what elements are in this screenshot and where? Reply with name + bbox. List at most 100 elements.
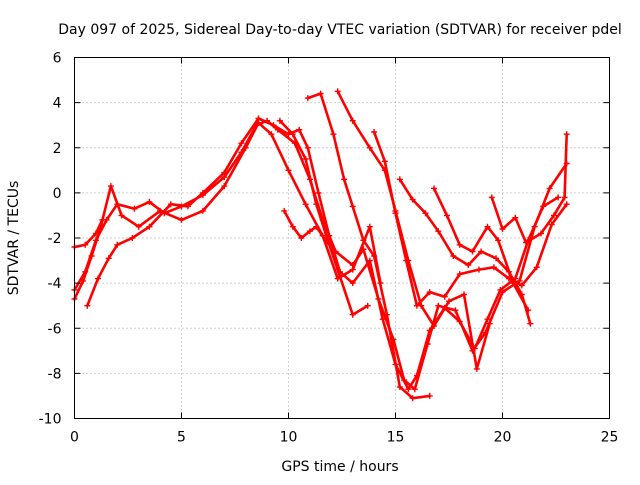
data-point (396, 383, 403, 390)
y-tick-label: -4 (48, 276, 62, 292)
data-point (441, 293, 448, 300)
data-point (313, 223, 320, 230)
data-point (409, 395, 416, 402)
y-tick-label: -6 (48, 321, 62, 337)
data-point (431, 185, 437, 192)
data-point (405, 386, 412, 393)
data-point (555, 194, 562, 201)
data-point (313, 201, 320, 208)
series-track-2 (71, 117, 570, 393)
data-point (167, 201, 174, 208)
data-point (349, 262, 356, 269)
axis-ticks: 0 5 10 15 20 25 -10 -8 -6 -4 -2 0 2 4 6 (39, 51, 619, 446)
y-tick-label: 2 (53, 141, 62, 157)
data-point (129, 235, 136, 241)
x-tick-label: 15 (387, 430, 405, 446)
series-line (73, 121, 382, 301)
chart-title: Day 097 of 2025, Sidereal Day-to-day VTE… (58, 22, 622, 38)
data-point (443, 212, 450, 219)
data-point (107, 183, 114, 190)
series-line (282, 209, 329, 244)
data-point (499, 226, 506, 232)
data-point (533, 264, 540, 271)
data-point (371, 129, 378, 135)
data-point (450, 253, 457, 259)
data-point (114, 201, 121, 208)
data-point (199, 207, 206, 214)
data-point (456, 271, 463, 278)
data-point (304, 95, 311, 102)
data-point (84, 302, 91, 309)
data-point (366, 144, 373, 151)
data-point (546, 185, 553, 192)
series-track-3 (84, 115, 562, 393)
data-point (461, 291, 467, 298)
data-point (92, 237, 99, 244)
data-point (330, 131, 337, 138)
data-point (285, 167, 292, 174)
data-point (413, 372, 420, 379)
data-point (403, 257, 410, 264)
series-track-7 (371, 129, 570, 309)
data-point (302, 156, 309, 162)
data-point (334, 88, 341, 95)
data-point (383, 311, 390, 318)
data-point (435, 228, 442, 235)
grid-lines (74, 57, 610, 419)
data-point (306, 228, 313, 235)
data-point (95, 275, 101, 282)
data-point (296, 126, 303, 133)
series-track-11 (281, 207, 330, 246)
data-point (518, 282, 525, 289)
data-point (396, 176, 403, 183)
data-point (426, 289, 433, 296)
data-point (446, 298, 452, 305)
data-traces (71, 88, 570, 402)
data-point (114, 241, 121, 248)
data-point (484, 223, 491, 230)
data-point (341, 176, 348, 183)
data-point (360, 237, 367, 244)
data-point (178, 216, 185, 223)
data-point (289, 223, 296, 230)
series-line (336, 90, 491, 371)
x-tick-label: 0 (70, 430, 79, 446)
data-point (268, 131, 275, 138)
data-point (381, 158, 388, 165)
data-point (276, 117, 283, 124)
data-point (484, 316, 491, 323)
data-point (349, 311, 356, 318)
data-point (221, 169, 228, 176)
data-point (422, 210, 429, 217)
data-point (315, 189, 322, 196)
data-point (135, 223, 142, 230)
data-point (304, 144, 311, 151)
series-line (490, 132, 568, 244)
data-point (490, 264, 497, 271)
data-point (563, 201, 570, 208)
data-point (146, 223, 153, 230)
data-point (199, 189, 206, 196)
data-point (493, 255, 500, 262)
data-point (548, 221, 555, 228)
data-point (452, 307, 459, 314)
data-point (281, 207, 288, 214)
x-tick-label: 20 (494, 430, 512, 446)
x-tick-label: 25 (601, 430, 619, 446)
data-point (488, 194, 495, 201)
data-point (118, 212, 125, 219)
data-point (426, 327, 433, 334)
y-axis-label: SDTVAR / TECUs (6, 181, 22, 296)
data-point (270, 122, 277, 129)
series-track-4 (276, 117, 371, 318)
data-point (512, 214, 519, 221)
data-point (289, 131, 296, 138)
x-axis-label: GPS time / hours (281, 459, 398, 475)
data-point (435, 302, 442, 309)
data-point (431, 323, 437, 329)
x-tick-label: 5 (177, 430, 186, 446)
data-point (497, 286, 504, 293)
data-point (473, 365, 480, 372)
